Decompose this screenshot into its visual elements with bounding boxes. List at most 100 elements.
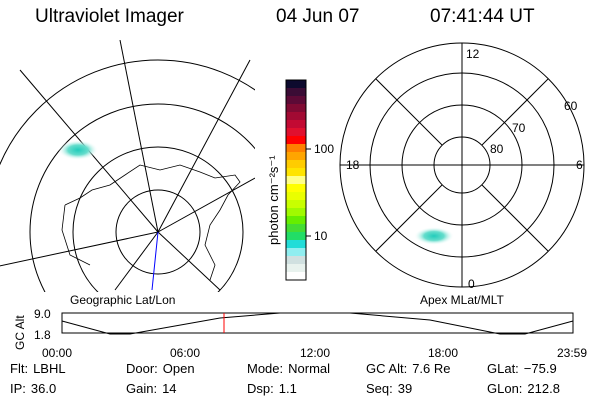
colorbar-tick-10: 10 <box>314 229 328 243</box>
mlt-label-6: 6 <box>576 158 583 172</box>
colorbar-swatch <box>286 224 306 233</box>
info-label: Dsp: <box>247 381 274 396</box>
aurora-emission <box>414 227 454 245</box>
colorbar-swatch <box>286 272 306 281</box>
colorbar-label: photon cm⁻²s⁻¹ <box>266 155 281 245</box>
mlt-label-18: 18 <box>346 158 360 172</box>
xtick: 23:59 <box>557 346 587 360</box>
colorbar-swatch <box>286 256 306 265</box>
info-value: 7.6 Re <box>412 361 451 376</box>
lat-circle <box>115 189 201 275</box>
date-label: 04 Jun 07 <box>276 6 360 27</box>
info-field: Dsp: 1.1 <box>247 381 297 396</box>
mlt-line <box>481 78 549 146</box>
aurora-emission <box>58 140 98 160</box>
mlt-line <box>375 78 443 146</box>
info-field: Gain: 14 <box>126 381 177 396</box>
info-value: Open <box>162 361 195 376</box>
lat-circle <box>72 146 244 292</box>
colorbar-swatch <box>286 152 306 161</box>
ytick-9: 9.0 <box>34 307 51 321</box>
meridian <box>157 59 251 233</box>
apex-polar-map <box>339 42 585 288</box>
mlt-label-0: 0 <box>468 277 475 291</box>
info-label: Flt: <box>10 361 29 376</box>
colorbar-swatch <box>286 80 306 89</box>
ytick-1-8: 1.8 <box>34 328 51 342</box>
info-field: Door: Open <box>126 361 195 376</box>
left-map-label: Geographic Lat/Lon <box>70 293 175 307</box>
info-label: Mode: <box>247 361 284 376</box>
info-label: IP: <box>10 381 26 396</box>
info-label: Seq: <box>366 381 393 396</box>
mlat-label-80: 80 <box>490 142 504 156</box>
time-label: 07:41:44 UT <box>430 6 535 27</box>
colorbar-swatch <box>286 192 306 201</box>
altitude-timeline-frame <box>61 312 574 334</box>
info-label: Door: <box>126 361 158 376</box>
info-value: −75.9 <box>523 361 557 376</box>
colorbar-swatch <box>286 96 306 105</box>
colorbar <box>286 80 306 281</box>
colorbar-swatch <box>286 200 306 209</box>
xtick: 12:00 <box>300 346 330 360</box>
mlat-label-70: 70 <box>512 121 526 135</box>
info-field: IP: 36.0 <box>10 381 56 396</box>
colorbar-swatch <box>286 168 306 177</box>
info-field: GLat: −75.9 <box>487 361 557 376</box>
info-value: 14 <box>162 381 177 396</box>
lat-circle <box>0 59 255 166</box>
colorbar-swatch <box>286 144 306 153</box>
colorbar-swatch <box>286 160 306 169</box>
colorbar-tick-100: 100 <box>314 142 334 156</box>
mlt-line <box>481 184 549 252</box>
info-label: Gain: <box>126 381 158 396</box>
coastline <box>61 164 241 281</box>
info-field: Flt: LBHL <box>10 361 66 376</box>
xtick: 06:00 <box>170 346 200 360</box>
meridian <box>114 231 159 291</box>
info-value: 39 <box>397 381 413 396</box>
info-value: LBHL <box>33 361 66 376</box>
info-label: GLon: <box>487 381 523 396</box>
colorbar-swatch <box>286 120 306 129</box>
colorbar-swatch <box>286 248 306 257</box>
right-map-label: Apex MLat/MLT <box>420 293 504 307</box>
colorbar-swatch <box>286 240 306 249</box>
info-value: Normal <box>288 361 331 376</box>
xtick: 00:00 <box>42 346 72 360</box>
altitude-curve <box>61 312 574 335</box>
timeline-ylabel: GC Alt <box>13 315 27 350</box>
info-label: GLat: <box>487 361 519 376</box>
colorbar-swatch <box>286 184 306 193</box>
colorbar-swatch <box>286 88 306 97</box>
lat-circle <box>29 103 255 292</box>
mlat-label-60: 60 <box>564 99 578 113</box>
meridian <box>119 40 159 233</box>
info-label: GC Alt: <box>366 361 408 376</box>
colorbar-swatch <box>286 216 306 225</box>
meridian <box>157 231 221 291</box>
info-value: 36.0 <box>30 381 57 396</box>
colorbar-swatch <box>286 232 306 241</box>
info-value: 1.1 <box>278 381 297 396</box>
colorbar-swatch <box>286 208 306 217</box>
meridian <box>0 231 159 267</box>
colorbar-frame <box>285 79 307 281</box>
sun-direction-line <box>151 231 159 291</box>
info-field: GC Alt: 7.6 Re <box>366 361 451 376</box>
info-value: 212.8 <box>527 381 560 396</box>
colorbar-swatch <box>286 104 306 113</box>
colorbar-swatch <box>286 128 306 137</box>
mlt-line <box>375 184 443 252</box>
info-field: Mode: Normal <box>247 361 330 376</box>
geographic-map <box>0 40 255 292</box>
colorbar-swatch <box>286 112 306 121</box>
colorbar-swatch <box>286 264 306 273</box>
xtick: 18:00 <box>428 346 458 360</box>
instrument-title: Ultraviolet Imager <box>35 6 184 27</box>
colorbar-swatch <box>286 136 306 145</box>
colorbar-swatch <box>286 176 306 185</box>
